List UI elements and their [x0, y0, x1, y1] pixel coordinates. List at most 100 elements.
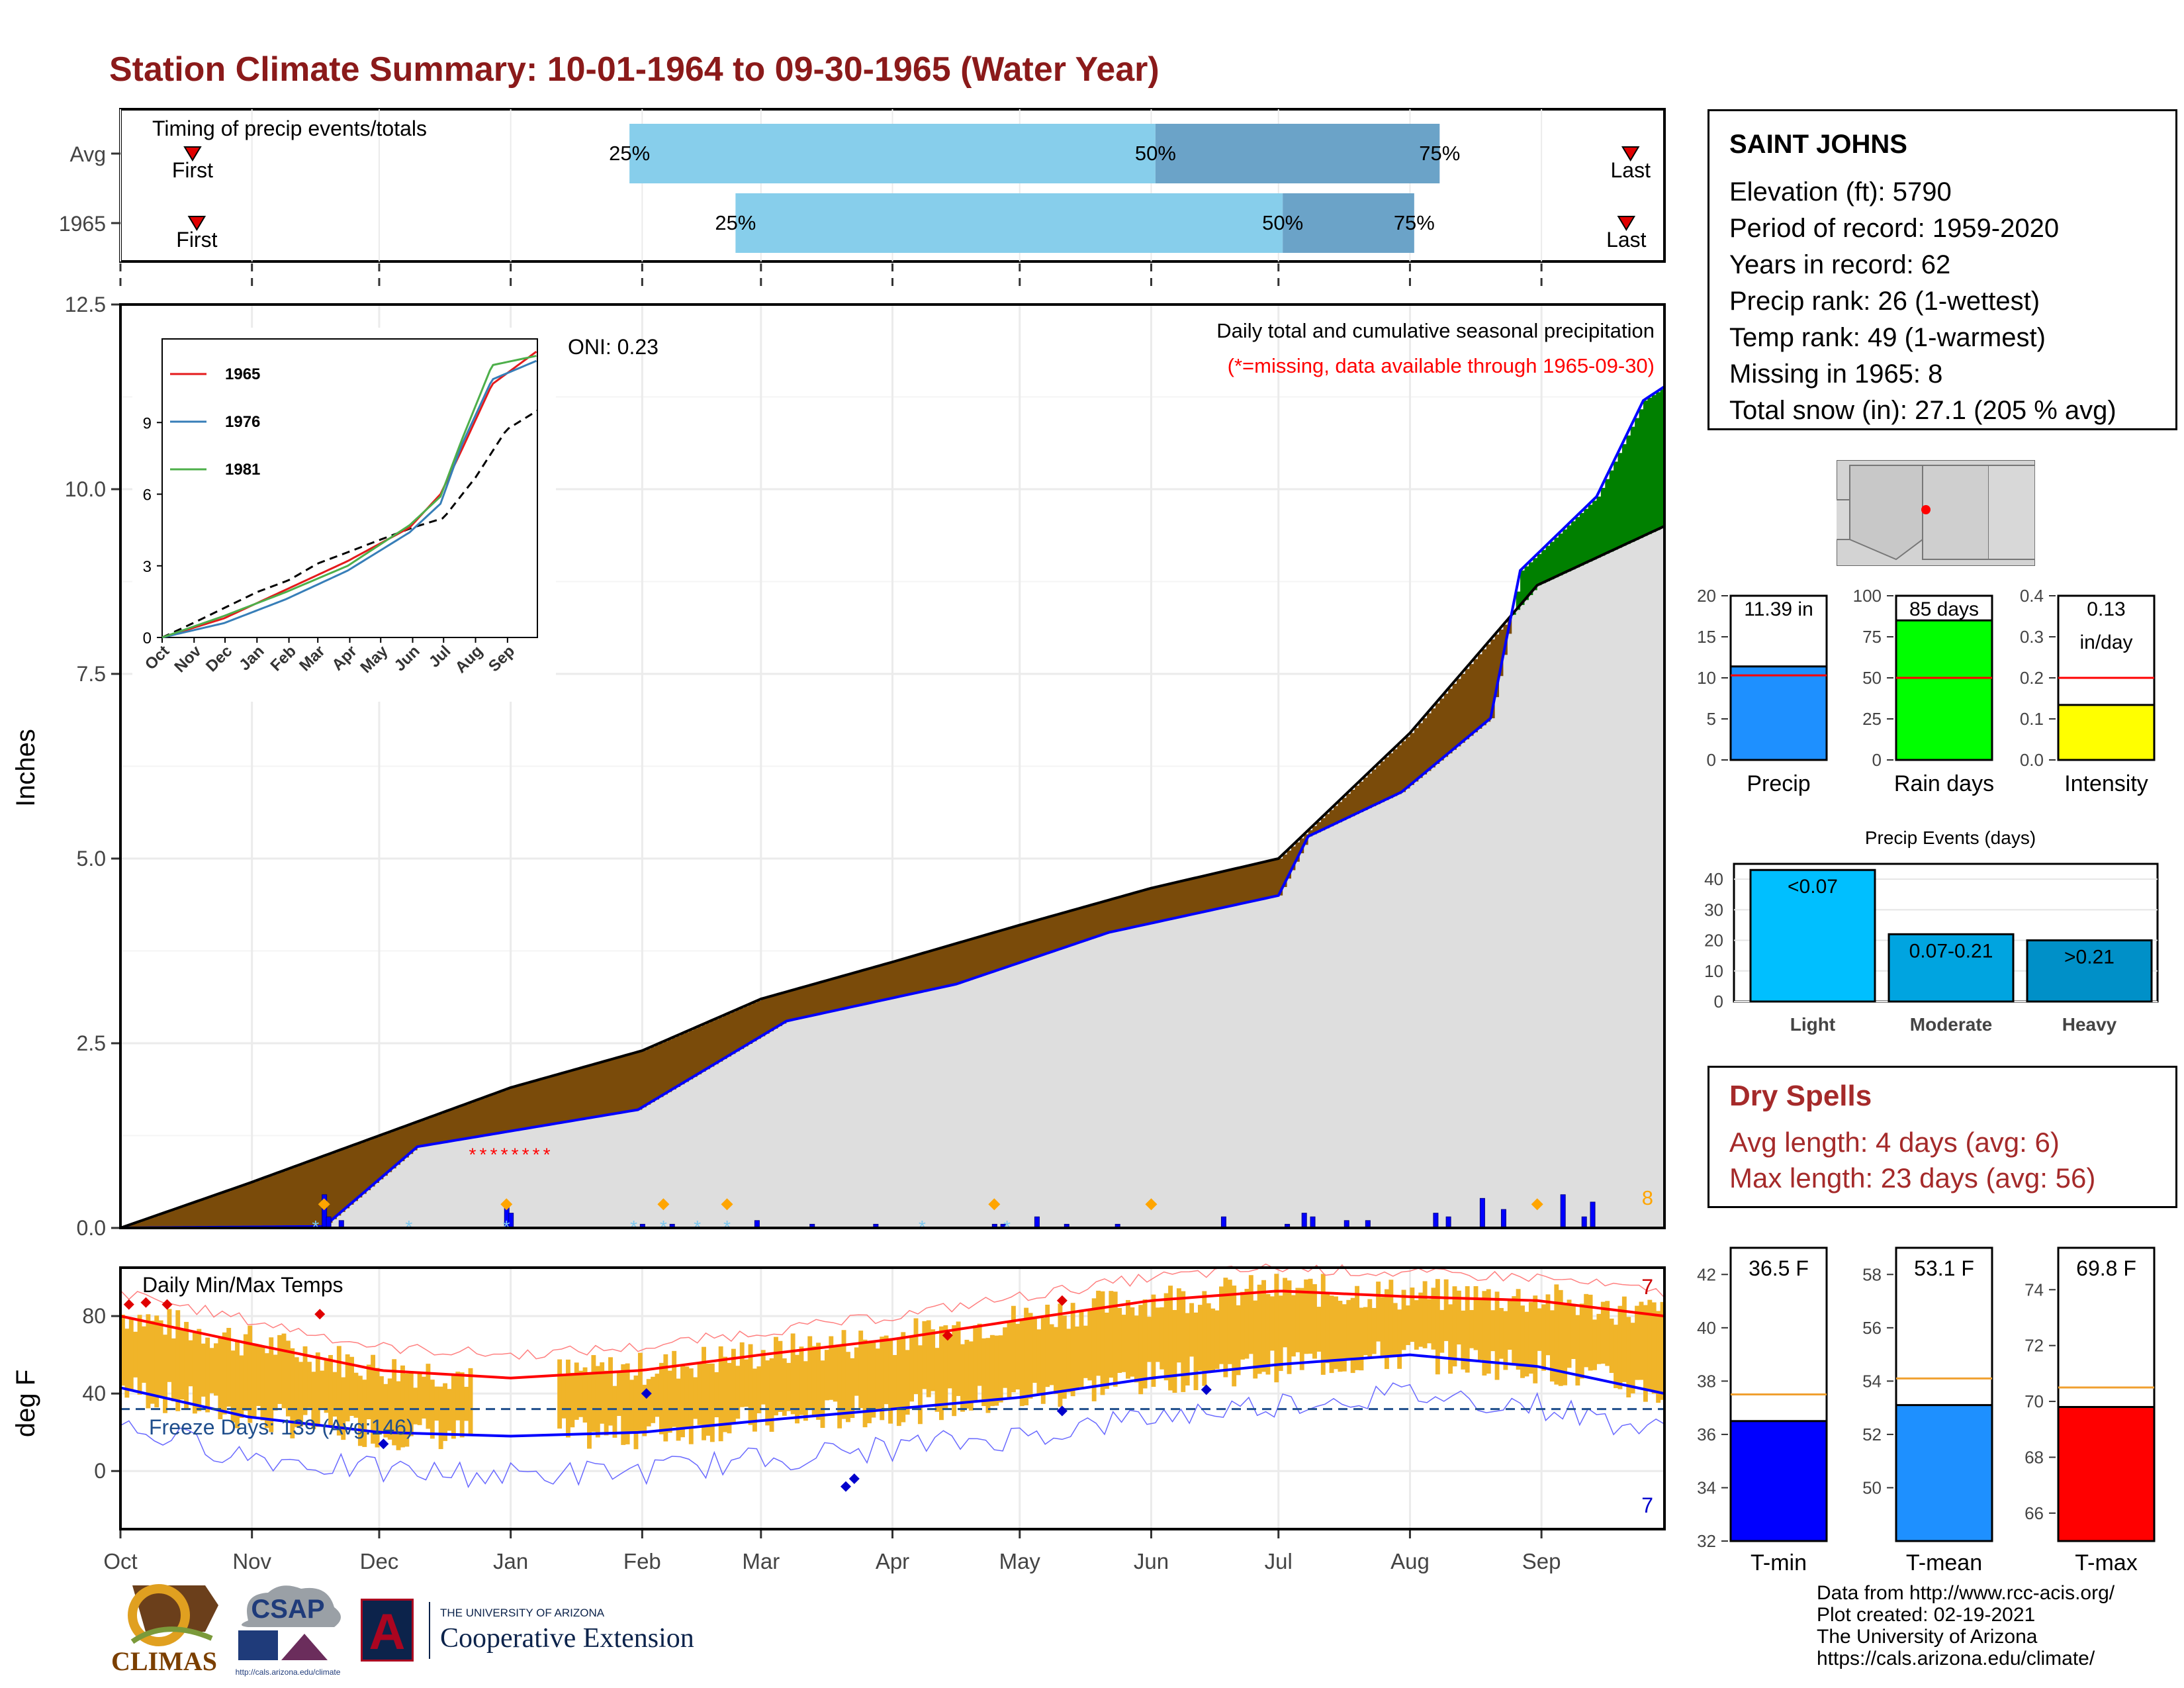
- station-line: Years in record: 62: [1729, 250, 1951, 279]
- daily-temp-bar: [931, 1329, 936, 1391]
- daily-temp-bar: [1172, 1309, 1177, 1393]
- y-tick-label: 5.0: [77, 847, 106, 870]
- daily-temp-bar: [625, 1363, 630, 1444]
- precip-y-axis-label: Inches: [11, 729, 40, 807]
- average-cumulative-line: [120, 524, 1665, 1229]
- daily-temp-bar: [1359, 1307, 1364, 1371]
- daily-temp-bar: [922, 1321, 927, 1389]
- daily-temp-bar: [1058, 1303, 1063, 1407]
- daily-temp-bar: [1452, 1286, 1457, 1367]
- daily-temp-bar: [1299, 1288, 1304, 1370]
- daily-temp-bar: [1575, 1315, 1580, 1386]
- daily-temp-bar: [646, 1379, 651, 1427]
- daily-temp-bar: [1269, 1296, 1275, 1351]
- daily-temp-bar: [1240, 1291, 1245, 1360]
- daily-temp-bar: [680, 1364, 685, 1438]
- daily-temp-bar: [387, 1378, 392, 1440]
- daily-temp-bar: [1338, 1301, 1343, 1372]
- csap-logo: CSAP http://cals.arizona.edu/climate: [236, 1585, 341, 1677]
- daily-temp-bar: [1024, 1307, 1029, 1405]
- daily-temp-bar: [1032, 1317, 1037, 1383]
- daily-temp-bar: [128, 1318, 134, 1389]
- daily-temp-bar: [1443, 1279, 1449, 1341]
- temp-y-axis-label: deg F: [11, 1370, 40, 1437]
- daily-temp-bar: [934, 1348, 940, 1412]
- daily-temp-bar: [422, 1376, 426, 1419]
- avg-tmin-line: [120, 1353, 1665, 1438]
- daily-temp-bar: [705, 1363, 711, 1436]
- daily-temp-bar: [1392, 1303, 1398, 1357]
- daily-temp-bar: [799, 1346, 804, 1415]
- daily-temp-bar: [1371, 1307, 1377, 1354]
- daily-temp-bar: [154, 1315, 159, 1408]
- daily-temp-bar: [438, 1386, 443, 1450]
- daily-temp-bar: [1656, 1311, 1661, 1403]
- daily-temp-bar: [1019, 1319, 1024, 1407]
- daily-temp-bar: [315, 1352, 320, 1427]
- daily-temp-bar: [1015, 1323, 1021, 1389]
- y-tick-label: 7.5: [77, 662, 106, 686]
- daily-temp-bar: [243, 1334, 248, 1411]
- daily-temp-bar: [1418, 1292, 1424, 1347]
- temp-bar-y-tick-label: 38: [1697, 1371, 1716, 1391]
- daily-temp-bar: [989, 1335, 995, 1407]
- daily-temp-bar: [1126, 1299, 1130, 1379]
- daily-temp-bar: [778, 1340, 783, 1412]
- daily-temp-bar: [943, 1325, 948, 1409]
- daily-temp-bar: [1596, 1313, 1602, 1364]
- temp-bar-y-tick-label: 72: [2025, 1336, 2044, 1356]
- daily-temp-bar: [328, 1354, 333, 1428]
- daily-temp-bar: [1274, 1274, 1279, 1383]
- daily-temp-bar: [909, 1337, 915, 1402]
- credit-line: https://cals.arizona.edu/climate/: [1817, 1648, 2095, 1669]
- daily-temp-bar: [811, 1346, 817, 1415]
- daily-temp-bar: [956, 1321, 961, 1396]
- record-low-marker: [1056, 1405, 1068, 1417]
- daily-temp-bar: [443, 1383, 448, 1441]
- daily-temp-bar: [913, 1318, 919, 1394]
- page-title: Station Climate Summary: 10-01-1964 to 0…: [109, 50, 1160, 89]
- events-category-label: Moderate: [1910, 1014, 1992, 1035]
- daily-temp-bar: [985, 1338, 991, 1413]
- mini-y-tick-label: 50: [1862, 668, 1882, 688]
- daily-temp-bar: [1528, 1302, 1533, 1374]
- daily-temp-bar: [587, 1374, 592, 1449]
- mini-bar: [2057, 704, 2156, 761]
- daily-temp-bar: [417, 1372, 422, 1425]
- daily-temp-bar: [663, 1354, 668, 1442]
- daily-precip-bar: [1581, 1216, 1587, 1229]
- daily-temp-bar: [973, 1325, 978, 1401]
- inset-series-line: [161, 359, 537, 639]
- daily-temp-bar: [120, 1315, 125, 1386]
- daily-temp-bar: [1490, 1310, 1496, 1352]
- daily-temp-bar: [917, 1345, 923, 1425]
- month-tick-label: Feb: [623, 1549, 661, 1573]
- daily-temp-bar: [1626, 1317, 1631, 1398]
- daily-temp-bar: [977, 1323, 982, 1386]
- daily-temp-bar: [629, 1380, 635, 1432]
- daily-temp-bar: [735, 1366, 741, 1419]
- daily-temp-bar: [1100, 1291, 1105, 1395]
- record-high-line: [120, 1263, 1665, 1360]
- mini-bar-label: Intensity: [2064, 771, 2148, 796]
- daily-temp-bar: [1410, 1288, 1415, 1342]
- daily-temp-bar: [824, 1350, 829, 1401]
- daily-temp-bar: [1558, 1289, 1563, 1386]
- daily-temp-bar: [570, 1372, 575, 1428]
- inset-legend-label: 1965: [225, 365, 260, 383]
- daily-temp-bar: [179, 1329, 185, 1400]
- daily-temp-bar: [404, 1373, 410, 1447]
- daily-temp-bar: [1609, 1318, 1614, 1374]
- daily-temp-bar: [214, 1343, 218, 1396]
- daily-temp-bar: [264, 1353, 269, 1429]
- mini-y-tick-label: 0.2: [2020, 668, 2044, 688]
- daily-temp-bar: [294, 1357, 299, 1428]
- dry-spells-box: Dry Spells Avg length: 4 days (avg: 6) M…: [1707, 1066, 2177, 1208]
- missing-day-marker: *: [522, 1144, 529, 1164]
- arizona-locator-map: [1837, 460, 2035, 566]
- daily-temp-bar: [1584, 1293, 1589, 1368]
- daily-temp-bar: [1367, 1299, 1373, 1358]
- daily-temp-bar: [1465, 1286, 1470, 1373]
- month-axis: Oct Nov Dec Jan Feb Mar Apr May Jun Jul Aug Sep: [103, 1530, 1561, 1573]
- daily-temp-bar: [248, 1325, 253, 1423]
